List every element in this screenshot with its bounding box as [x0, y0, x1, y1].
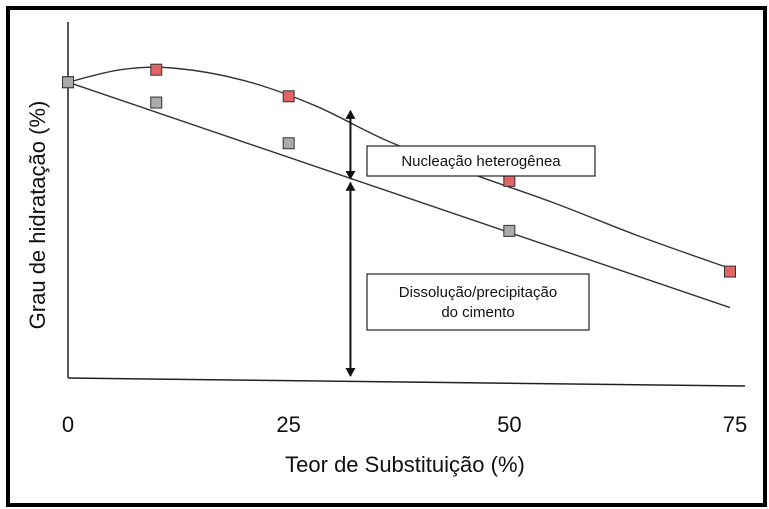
- x-tick-label-0: 0: [62, 412, 74, 437]
- x-tick-label-50: 50: [497, 412, 521, 437]
- x-axis-line: [67, 377, 746, 387]
- point-lower-2: [282, 137, 295, 150]
- x-tick-labels: 0 25 50 75: [62, 412, 747, 437]
- axes: [67, 22, 746, 387]
- annotation-text-dissolucao-0: Dissolução/precipitação: [399, 284, 557, 301]
- point-upper-2: [282, 90, 295, 103]
- point-upper-4: [724, 265, 736, 278]
- annotation-box-dissolucao: [366, 273, 590, 331]
- annotation-text-nucleacao-0: Nucleação heterogênea: [401, 153, 561, 170]
- point-lower-1: [150, 96, 163, 109]
- y-axis-title: Grau de hidratação (%): [25, 101, 50, 330]
- annotations: Nucleação heterogênea Dissolução/precipit…: [345, 109, 596, 377]
- point-upper-1: [150, 63, 163, 76]
- x-tick-label-75: 75: [723, 412, 747, 437]
- x-axis-title: Teor de Substituição (%): [285, 452, 525, 477]
- point-lower-3: [503, 224, 516, 237]
- series-line-lower: [67, 81, 731, 309]
- chart-frame: [6, 6, 767, 507]
- point-lower-0: [62, 76, 74, 89]
- x-tick-label-25: 25: [276, 412, 300, 437]
- series-lines: [67, 66, 731, 309]
- annotation-text-dissolucao-1: do cimento: [441, 304, 514, 321]
- annotation-box-nucleacao: [366, 145, 596, 177]
- point-upper-3: [503, 174, 516, 187]
